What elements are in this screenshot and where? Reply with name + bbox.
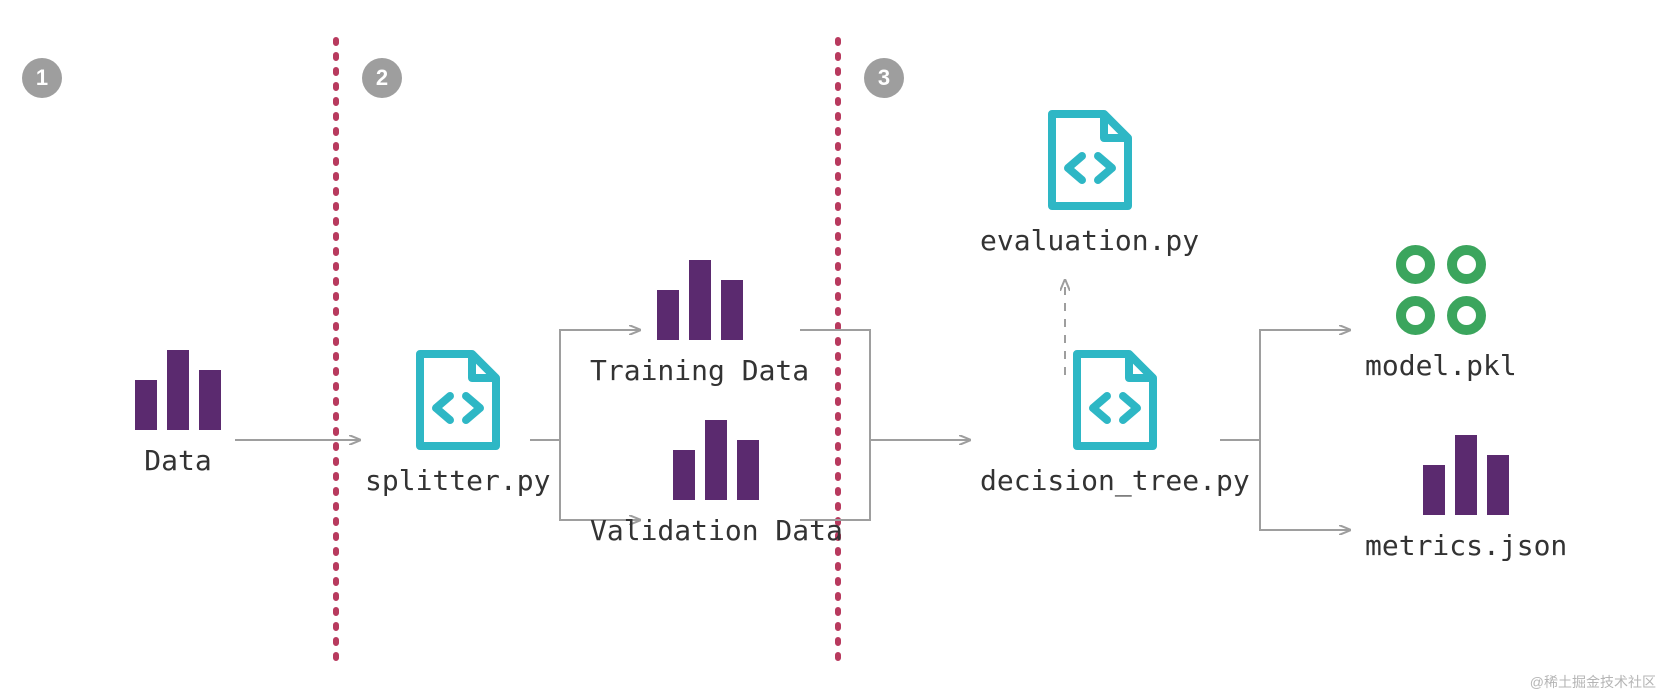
- node-label: splitter.py: [365, 464, 550, 497]
- node-model: model.pkl: [1365, 245, 1517, 382]
- node-label: Training Data: [590, 354, 809, 387]
- bars-icon: [135, 350, 221, 430]
- circles-icon: [1396, 245, 1486, 335]
- node-label: model.pkl: [1365, 349, 1517, 382]
- node-decision: decision_tree.py: [980, 350, 1250, 497]
- stage-badge: 1: [22, 58, 62, 98]
- node-label: Validation Data: [590, 514, 843, 547]
- stage-badge: 2: [362, 58, 402, 98]
- code-file-icon: [1073, 350, 1157, 450]
- bars-icon: [657, 260, 743, 340]
- node-label: Data: [144, 444, 211, 477]
- node-metrics: metrics.json: [1365, 435, 1567, 562]
- code-file-icon: [1048, 110, 1132, 210]
- watermark: @稀土掘金技术社区: [1530, 672, 1656, 692]
- node-label: evaluation.py: [980, 224, 1199, 257]
- bars-icon: [673, 420, 759, 500]
- bars-icon: [1423, 435, 1509, 515]
- node-splitter: splitter.py: [365, 350, 550, 497]
- node-training: Training Data: [590, 260, 809, 387]
- stage-badge: 3: [864, 58, 904, 98]
- node-label: metrics.json: [1365, 529, 1567, 562]
- node-label: decision_tree.py: [980, 464, 1250, 497]
- node-data: Data: [135, 350, 221, 477]
- node-validation: Validation Data: [590, 420, 843, 547]
- code-file-icon: [416, 350, 500, 450]
- node-evaluation: evaluation.py: [980, 110, 1199, 257]
